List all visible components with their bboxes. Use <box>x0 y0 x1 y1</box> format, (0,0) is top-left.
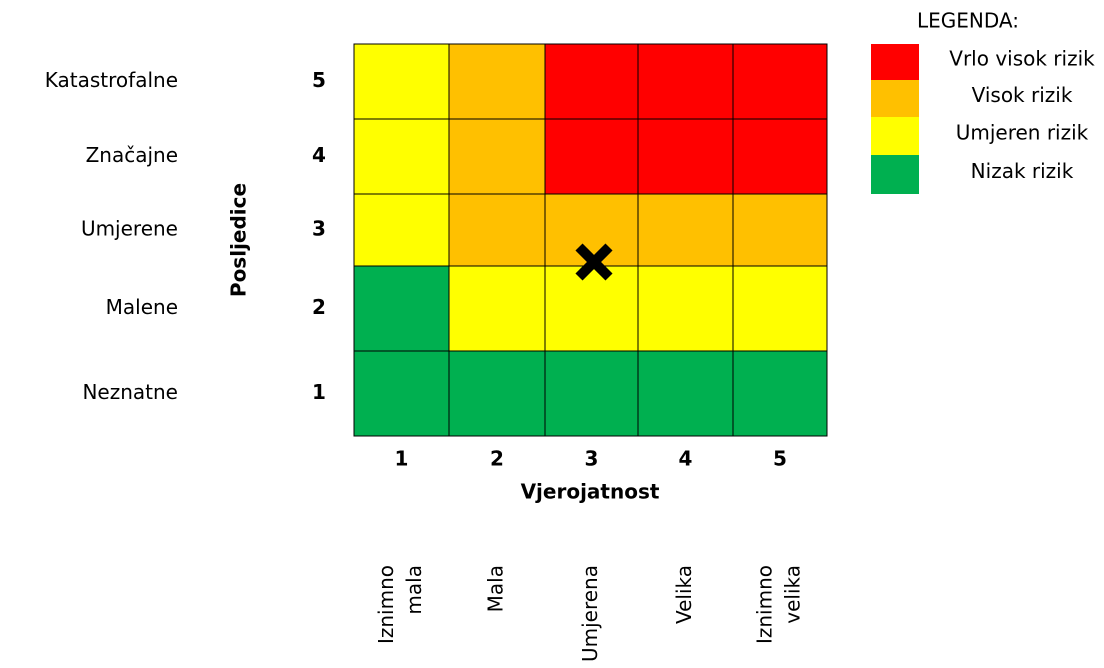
cell <box>448 265 546 352</box>
column-label: mala <box>402 565 426 615</box>
row-number: 5 <box>312 68 326 92</box>
cell <box>732 43 828 120</box>
legend-swatch <box>871 44 919 80</box>
legend-swatch <box>871 155 919 194</box>
column-label: Mala <box>484 565 508 612</box>
column-number: 2 <box>490 447 504 471</box>
row-number: 1 <box>312 380 326 404</box>
column-label: Velika <box>672 565 696 624</box>
marker-stroke <box>575 243 613 281</box>
marker <box>575 243 613 281</box>
column-number: 4 <box>679 447 693 471</box>
legend-label: Vrlo visok rizik <box>949 47 1095 71</box>
column-label: velika <box>781 565 805 624</box>
column-label: Umjerena <box>578 565 602 662</box>
cell <box>544 118 639 195</box>
column-number: 1 <box>395 447 409 471</box>
row-label: Neznatne <box>82 380 178 404</box>
cell <box>732 265 828 352</box>
row-label: Umjerene <box>81 217 178 241</box>
legend-label: Umjeren rizik <box>956 121 1089 145</box>
row-number: 3 <box>312 217 326 241</box>
column-label: Iznimno <box>374 565 398 644</box>
legend-swatch <box>871 117 919 155</box>
legend-label: Visok rizik <box>972 83 1073 107</box>
row-number: 2 <box>312 295 326 319</box>
row-number: 4 <box>312 143 326 167</box>
y-title: Posljedice <box>227 183 251 297</box>
cell <box>637 118 734 195</box>
column-number: 5 <box>773 447 787 471</box>
cells <box>353 43 828 437</box>
cell <box>448 118 546 195</box>
cell <box>637 193 734 267</box>
cell <box>732 350 828 437</box>
row-label: Značajne <box>86 143 178 167</box>
legend-title: LEGENDA: <box>917 9 1019 33</box>
legend-swatch <box>871 80 919 117</box>
column-number: 3 <box>585 447 599 471</box>
cell <box>353 193 450 267</box>
cell <box>637 43 734 120</box>
cell <box>732 118 828 195</box>
cell <box>353 350 450 437</box>
legend-label: Nizak rizik <box>971 159 1074 183</box>
column-label: Iznimno <box>753 565 777 644</box>
cell <box>448 350 546 437</box>
cell <box>637 350 734 437</box>
cell <box>544 43 639 120</box>
cell <box>544 265 639 352</box>
cell <box>544 350 639 437</box>
x-title: Vjerojatnost <box>521 480 660 504</box>
cell <box>448 193 546 267</box>
cell <box>448 43 546 120</box>
row-label: Katastrofalne <box>45 68 178 92</box>
cell <box>637 265 734 352</box>
cell <box>732 193 828 267</box>
cell <box>353 43 450 120</box>
row-label: Malene <box>106 295 178 319</box>
cell <box>353 118 450 195</box>
cell <box>353 265 450 352</box>
